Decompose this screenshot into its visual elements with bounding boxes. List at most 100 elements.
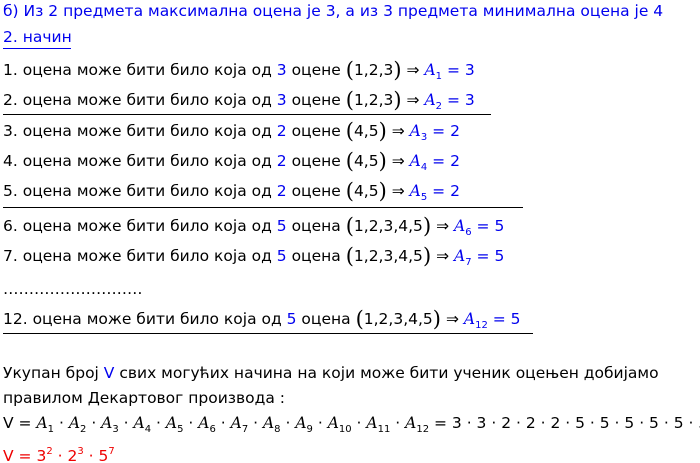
result: A1 = 3	[424, 61, 475, 82]
result: A2 = 3	[424, 91, 475, 112]
value: 3	[464, 61, 475, 79]
text: 7. оцена може бити било која од	[3, 247, 277, 265]
subscript: 7	[465, 257, 472, 268]
grade-line: 2. оцена може бити било која од 3 оцене …	[3, 90, 475, 117]
paren: (	[345, 214, 354, 238]
count: 5	[276, 247, 287, 265]
summary-line-2: правилом Декартовог производа :	[3, 389, 285, 407]
subscript: 7	[241, 424, 249, 435]
count: 5	[276, 217, 287, 235]
text: 3. оцена може бити било која од	[3, 122, 277, 140]
value: 5	[494, 247, 505, 265]
grade-set: 1,2,3,4,5	[363, 310, 433, 328]
result: A7 = 5	[454, 247, 505, 268]
implies-icon: ⇒	[436, 217, 450, 235]
subscript: 4	[420, 162, 428, 173]
count: 3	[276, 91, 287, 109]
value: 2	[450, 152, 460, 170]
value: 5	[494, 217, 505, 235]
subscript: 12	[475, 320, 488, 331]
value: 3	[464, 91, 475, 109]
count: 2	[276, 152, 287, 170]
factor: A	[198, 414, 210, 432]
divider	[3, 333, 533, 334]
value: 2	[450, 122, 460, 140]
grade-line: 4. оцена може бити било која од 2 оцене …	[3, 151, 460, 178]
grade-line: 3. оцена може бити било која од 2 оцене …	[3, 121, 460, 148]
implies-icon: ⇒	[445, 310, 459, 328]
exponent: 2	[46, 446, 53, 457]
text: оцене	[286, 61, 346, 79]
paren: )	[378, 179, 387, 203]
text: оцена	[286, 247, 346, 265]
result-formula: V = 32 · 23 · 57	[3, 446, 115, 463]
result: A4 = 2	[409, 152, 460, 173]
subscript: 6	[465, 227, 472, 238]
factor: A	[68, 414, 81, 432]
text: V =	[3, 447, 37, 463]
grade-set: 4,5	[353, 152, 379, 170]
count: 2	[276, 122, 287, 140]
formula: V = A1 · A2 · A3 · A4 · A5 · A6 · A7 · A…	[3, 413, 700, 440]
count: 5	[286, 310, 297, 328]
paren: (	[355, 307, 364, 331]
paren: (	[345, 244, 354, 268]
exponent: 3	[77, 446, 84, 457]
base: 3	[36, 447, 47, 463]
factor: A	[230, 414, 242, 432]
text: 2. оцена може бити било која од	[3, 91, 277, 109]
grade-set: 1,2,3	[353, 61, 394, 79]
count: 2	[276, 182, 287, 200]
summary-line-1: Укупан број V свих могућих начина на кој…	[3, 363, 659, 383]
subscript: 2	[80, 424, 87, 435]
factor: A	[101, 414, 113, 432]
paren: )	[378, 119, 387, 143]
divider	[3, 207, 523, 208]
implies-icon: ⇒	[406, 91, 420, 109]
paren: (	[345, 149, 354, 173]
grade-line: 12. оцена може бити било која од 5 оцена…	[3, 309, 521, 336]
paren: )	[432, 307, 441, 331]
subscript: 1	[435, 71, 443, 82]
factor: A	[262, 414, 275, 432]
ellipsis: ………………………	[3, 280, 143, 298]
text: 1. оцена може бити било која од	[3, 61, 277, 79]
value: 2	[450, 182, 460, 200]
grade-set: 1,2,3,4,5	[353, 247, 423, 265]
variable-v: V	[103, 364, 115, 382]
grade-set: 4,5	[353, 182, 379, 200]
factor: A	[295, 414, 307, 432]
grade-line: 5. оцена може бити било која од 2 оцене …	[3, 181, 460, 208]
problem-title: б) Из 2 предмета максимална оцена је 3, …	[3, 2, 664, 20]
implies-icon: ⇒	[391, 122, 405, 140]
text: оцена	[296, 310, 356, 328]
text: оцене	[286, 122, 346, 140]
result: A5 = 2	[409, 182, 460, 203]
paren: )	[422, 214, 432, 238]
result: A3 = 2	[409, 122, 460, 143]
subscript: 11	[377, 424, 391, 435]
text: 12. оцена може бити било која од	[3, 310, 287, 328]
paren: )	[393, 58, 402, 82]
base: 5	[98, 447, 109, 463]
text: 4. оцена може бити било која од	[3, 152, 277, 170]
divider	[3, 114, 491, 115]
grade-set: 1,2,3	[353, 91, 394, 109]
subscript: 4	[144, 424, 152, 435]
text: оцене	[286, 152, 346, 170]
result: A12 = 5	[463, 310, 521, 331]
factor: A	[165, 414, 178, 432]
exponent: 7	[108, 446, 115, 457]
text: Укупан број	[3, 364, 104, 382]
factor: A	[405, 414, 417, 432]
subscript: 5	[177, 424, 184, 435]
base: 2	[67, 447, 78, 463]
subscript: 10	[338, 424, 352, 435]
paren: (	[345, 179, 354, 203]
implies-icon: ⇒	[406, 61, 420, 79]
divider	[3, 48, 71, 49]
factor: A	[133, 414, 145, 432]
text: = 3 · 3 · 2 · 2 · 2 · 5 · 5 · 5 · 5 · 5 …	[434, 414, 700, 432]
implies-icon: ⇒	[391, 182, 405, 200]
